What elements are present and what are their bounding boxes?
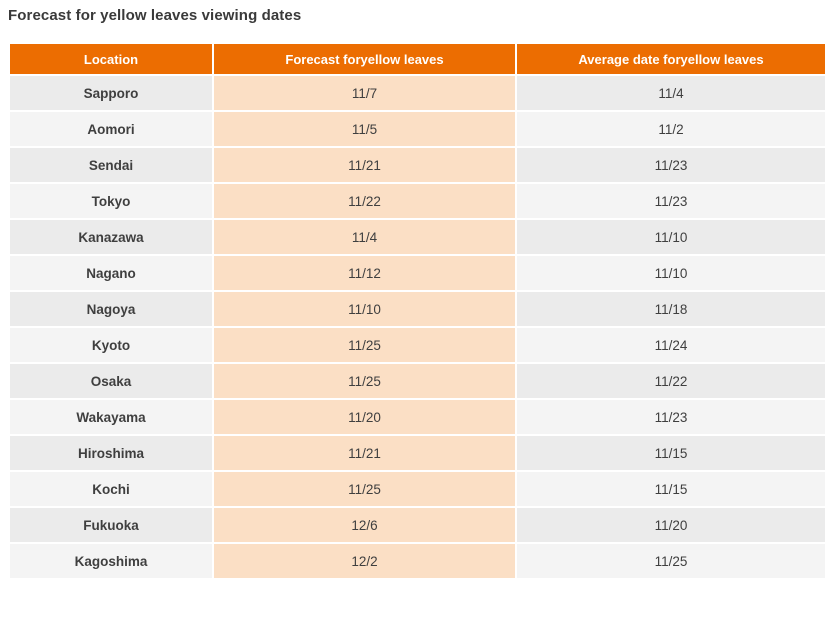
cell-average-date: 11/20: [515, 506, 825, 544]
cell-average-date: 11/23: [515, 182, 825, 220]
table-row: Tokyo 11/22 11/23: [8, 182, 825, 220]
page: Forecast for yellow leaves viewing dates…: [0, 6, 825, 580]
cell-forecast-date: 11/5: [212, 110, 517, 148]
cell-forecast-date: 11/4: [212, 218, 517, 256]
cell-location: Sapporo: [8, 74, 214, 112]
cell-location: Tokyo: [8, 182, 214, 220]
cell-average-date: 11/15: [515, 470, 825, 508]
yellow-leaves-table: Location Forecast foryellow leaves Avera…: [8, 42, 825, 580]
cell-average-date: 11/15: [515, 434, 825, 472]
cell-location: Osaka: [8, 362, 214, 400]
cell-average-date: 11/10: [515, 218, 825, 256]
column-header-forecast: Forecast foryellow leaves: [212, 42, 517, 76]
table-row: Kanazawa 11/4 11/10: [8, 218, 825, 256]
cell-location: Sendai: [8, 146, 214, 184]
cell-forecast-date: 11/10: [212, 290, 517, 328]
table-body: Sapporo 11/7 11/4 Aomori 11/5 11/2 Sendai 11/21…: [8, 74, 825, 580]
cell-location: Kagoshima: [8, 542, 214, 580]
cell-average-date: 11/4: [515, 74, 825, 112]
page-title: Forecast for yellow leaves viewing dates: [8, 7, 302, 24]
cell-forecast-date: 11/21: [212, 434, 517, 472]
table-row: Nagoya 11/10 11/18: [8, 290, 825, 328]
cell-average-date: 11/24: [515, 326, 825, 364]
cell-location: Aomori: [8, 110, 214, 148]
cell-forecast-date: 12/2: [212, 542, 517, 580]
cell-average-date: 11/10: [515, 254, 825, 292]
cell-forecast-date: 11/25: [212, 326, 517, 364]
cell-forecast-date: 11/25: [212, 470, 517, 508]
cell-location: Nagano: [8, 254, 214, 292]
table-row: Sapporo 11/7 11/4: [8, 74, 825, 112]
table-header: Location Forecast foryellow leaves Avera…: [8, 42, 825, 76]
cell-location: Nagoya: [8, 290, 214, 328]
header-row: Location Forecast foryellow leaves Avera…: [8, 42, 825, 76]
cell-average-date: 11/18: [515, 290, 825, 328]
table-row: Wakayama 11/20 11/23: [8, 398, 825, 436]
table-row: Hiroshima 11/21 11/15: [8, 434, 825, 472]
cell-location: Kyoto: [8, 326, 214, 364]
cell-average-date: 11/23: [515, 398, 825, 436]
cell-average-date: 11/25: [515, 542, 825, 580]
cell-location: Hiroshima: [8, 434, 214, 472]
cell-forecast-date: 11/21: [212, 146, 517, 184]
table-row: Nagano 11/12 11/10: [8, 254, 825, 292]
table-row: Fukuoka 12/6 11/20: [8, 506, 825, 544]
table-row: Kagoshima 12/2 11/25: [8, 542, 825, 580]
cell-location: Kochi: [8, 470, 214, 508]
table-row: Aomori 11/5 11/2: [8, 110, 825, 148]
cell-forecast-date: 11/20: [212, 398, 517, 436]
cell-forecast-date: 11/7: [212, 74, 517, 112]
cell-average-date: 11/23: [515, 146, 825, 184]
table-row: Kyoto 11/25 11/24: [8, 326, 825, 364]
cell-location: Wakayama: [8, 398, 214, 436]
cell-forecast-date: 11/25: [212, 362, 517, 400]
column-header-location: Location: [8, 42, 214, 76]
cell-average-date: 11/2: [515, 110, 825, 148]
cell-forecast-date: 11/22: [212, 182, 517, 220]
table-row: Kochi 11/25 11/15: [8, 470, 825, 508]
column-header-average-date: Average date foryellow leaves: [515, 42, 825, 76]
cell-location: Fukuoka: [8, 506, 214, 544]
cell-forecast-date: 12/6: [212, 506, 517, 544]
table-row: Sendai 11/21 11/23: [8, 146, 825, 184]
cell-location: Kanazawa: [8, 218, 214, 256]
cell-forecast-date: 11/12: [212, 254, 517, 292]
table-row: Osaka 11/25 11/22: [8, 362, 825, 400]
cell-average-date: 11/22: [515, 362, 825, 400]
